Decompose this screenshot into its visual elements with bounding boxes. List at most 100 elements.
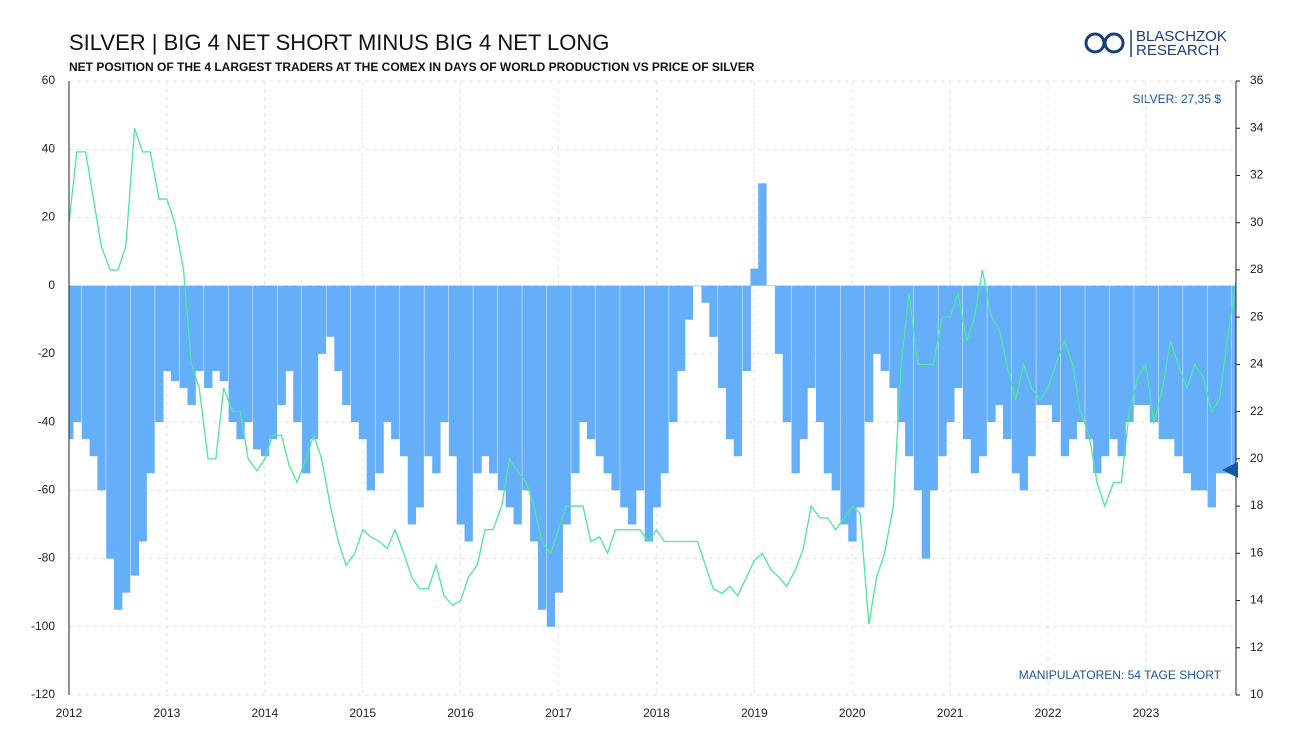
bar <box>628 285 637 525</box>
bar <box>424 285 433 457</box>
bar <box>1044 285 1053 406</box>
bar <box>497 285 507 491</box>
bar <box>815 285 825 423</box>
logo-icon <box>1103 32 1125 54</box>
y2-tick-label: 28 <box>1250 262 1264 276</box>
bar <box>1183 285 1192 474</box>
annotation: SILVER: 27,35 $ <box>1133 92 1222 106</box>
bar <box>375 285 384 474</box>
bar <box>1027 285 1036 457</box>
y-tick-label: -120 <box>31 687 55 701</box>
bar <box>1158 285 1167 440</box>
bar <box>285 285 294 371</box>
bar <box>579 285 588 423</box>
bar <box>489 285 498 474</box>
bar <box>1093 285 1102 474</box>
bar <box>856 285 865 508</box>
bar <box>880 285 889 371</box>
y-tick-label: -100 <box>31 619 55 633</box>
bar <box>277 285 286 406</box>
bar <box>456 285 466 525</box>
bar <box>211 285 221 371</box>
bar <box>831 285 840 491</box>
price-line <box>69 128 1236 625</box>
bar <box>758 183 767 286</box>
bar <box>635 285 645 491</box>
bar <box>97 285 106 491</box>
chart-subtitle: NET POSITION OF THE 4 LARGEST TRADERS AT… <box>69 60 755 74</box>
bar <box>253 285 262 450</box>
bar <box>146 285 155 474</box>
bar <box>302 285 311 474</box>
bar <box>138 285 147 542</box>
bar <box>669 285 678 423</box>
bar <box>170 285 180 382</box>
bar <box>121 285 131 593</box>
bar <box>1011 285 1021 474</box>
y-tick-label: -80 <box>38 551 56 565</box>
bar <box>987 285 996 423</box>
bar <box>81 285 91 440</box>
y-tick-label: -60 <box>38 483 56 497</box>
bar <box>1002 285 1012 440</box>
y-tick-label: 0 <box>48 278 55 292</box>
bar <box>260 285 270 457</box>
bar <box>350 285 360 423</box>
bar <box>921 285 931 559</box>
bar <box>1134 285 1143 406</box>
bar <box>383 285 392 423</box>
bar <box>774 285 784 354</box>
bar <box>1223 285 1232 474</box>
x-tick-label: 2022 <box>1035 706 1062 720</box>
y2-tick-label: 32 <box>1250 168 1264 182</box>
bar <box>718 285 727 388</box>
logo-text: BLASCHZOK <box>1136 28 1227 45</box>
bar <box>72 285 82 423</box>
y-tick-label: -40 <box>38 414 56 428</box>
bar <box>530 285 539 542</box>
bar <box>1117 285 1126 457</box>
bar <box>195 285 204 371</box>
bar <box>1149 285 1159 423</box>
bar <box>676 285 686 371</box>
bar <box>317 285 327 354</box>
bar <box>995 285 1004 406</box>
bar <box>701 285 710 303</box>
bar <box>244 285 253 423</box>
bar <box>106 285 115 559</box>
bar <box>742 285 751 371</box>
bar <box>611 285 620 491</box>
bar <box>782 285 792 423</box>
bar <box>807 285 816 388</box>
x-tick-label: 2020 <box>839 706 866 720</box>
bar <box>1051 285 1061 423</box>
y2-tick-label: 16 <box>1250 545 1264 559</box>
x-tick-label: 2019 <box>741 706 768 720</box>
y2-tick-label: 30 <box>1250 215 1264 229</box>
bar <box>823 285 833 474</box>
bar <box>889 285 898 388</box>
logo: BLASCHZOK RESEARCH <box>1084 28 1227 59</box>
bar <box>326 285 335 337</box>
plot-area <box>69 128 1236 627</box>
y2-tick-label: 34 <box>1250 120 1264 134</box>
bar <box>1109 285 1119 440</box>
bar <box>1068 285 1077 440</box>
y-tick-label: 40 <box>42 141 56 155</box>
bar <box>1085 285 1094 440</box>
logo-text: RESEARCH <box>1136 42 1219 59</box>
bar <box>399 285 409 457</box>
bar <box>366 285 375 491</box>
bar <box>1174 285 1183 457</box>
x-tick-label: 2023 <box>1133 706 1160 720</box>
y2-tick-label: 14 <box>1250 593 1264 607</box>
bar <box>767 285 776 287</box>
y-tick-label: 60 <box>42 73 56 87</box>
bar <box>522 285 531 491</box>
bar <box>268 285 278 440</box>
bar <box>228 285 237 423</box>
bar <box>179 285 188 388</box>
x-tick-label: 2015 <box>349 706 376 720</box>
bar <box>595 285 605 457</box>
bar <box>440 285 449 423</box>
